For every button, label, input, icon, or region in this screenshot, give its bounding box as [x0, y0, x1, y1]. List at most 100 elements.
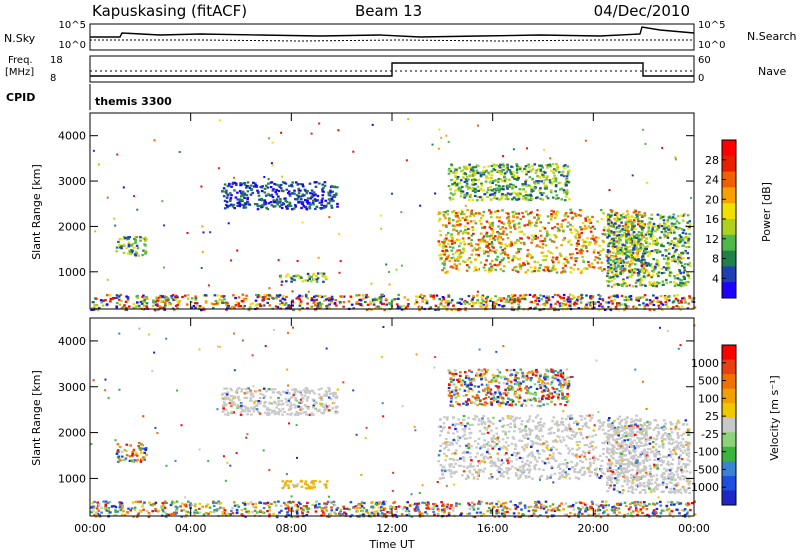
data-cell [673, 217, 677, 220]
data-cell [212, 303, 215, 306]
data-cell [115, 296, 119, 299]
data-cell [485, 250, 488, 253]
data-cell [320, 387, 323, 390]
data-cell [473, 515, 477, 518]
data-cell [618, 240, 621, 243]
data-cell [485, 231, 489, 234]
data-cell [151, 304, 155, 307]
data-cell [631, 174, 634, 177]
data-cell [549, 305, 553, 308]
data-cell [491, 222, 494, 226]
data-cell [164, 511, 167, 514]
data-cell [447, 140, 450, 143]
data-cell [284, 397, 288, 400]
data-cell [373, 298, 377, 301]
data-cell [315, 500, 318, 503]
data-cell [474, 183, 477, 186]
data-cell [533, 270, 536, 273]
data-cell [239, 182, 242, 185]
data-cell [331, 185, 334, 188]
data-cell [621, 234, 624, 237]
data-cell [438, 147, 440, 150]
data-cell [554, 183, 558, 187]
data-cell [236, 406, 239, 409]
data-cell [296, 260, 299, 262]
data-cell [132, 448, 136, 451]
data-cell [302, 411, 305, 414]
data-cell [495, 303, 498, 306]
data-cell [624, 504, 628, 508]
data-cell [688, 264, 692, 267]
data-cell [129, 444, 132, 447]
data-cell [243, 410, 246, 413]
data-cell [356, 510, 359, 513]
data-cell [675, 282, 678, 285]
data-cell [240, 513, 244, 516]
data-cell [576, 252, 579, 255]
data-cell [495, 512, 498, 515]
data-cell [611, 264, 615, 267]
data-cell [310, 132, 313, 135]
data-cell [230, 411, 233, 415]
data-cell [578, 295, 582, 298]
data-cell [656, 242, 660, 245]
data-cell [325, 509, 329, 512]
data-cell [181, 502, 184, 505]
data-cell [304, 482, 307, 485]
data-cell [346, 507, 349, 510]
data-cell [474, 189, 478, 192]
data-cell [267, 294, 271, 297]
data-cell [388, 301, 391, 305]
data-cell [679, 272, 683, 275]
data-cell [222, 195, 226, 198]
data-cell [470, 234, 474, 237]
data-cell [512, 214, 515, 217]
data-cell [267, 297, 270, 300]
data-cell [283, 298, 287, 301]
data-cell [218, 298, 222, 301]
data-cell [620, 221, 623, 224]
data-cell [320, 203, 323, 206]
data-cell [680, 228, 684, 231]
data-cell [305, 413, 308, 416]
data-cell [457, 259, 460, 262]
data-cell [506, 168, 510, 171]
data-cell [652, 268, 656, 271]
data-cell [486, 241, 490, 244]
data-cell [488, 270, 491, 273]
data-cell [311, 480, 315, 483]
data-cell [651, 302, 654, 305]
data-cell [256, 189, 259, 192]
data-cell [690, 197, 692, 199]
data-cell [139, 448, 142, 451]
data-cell [304, 295, 308, 298]
data-cell [235, 508, 239, 511]
data-cell [492, 302, 495, 306]
data-cell [682, 296, 686, 299]
data-cell [141, 503, 145, 506]
data-cell [137, 512, 140, 515]
data-cell [545, 178, 548, 181]
data-cell [545, 164, 548, 167]
data-cell [336, 202, 339, 205]
data-cell [627, 269, 631, 272]
data-cell [286, 511, 289, 514]
data-cell [323, 483, 326, 486]
data-cell [479, 240, 482, 244]
data-cell [280, 283, 283, 286]
data-cell [383, 507, 387, 510]
nsearch-tick-top: 10^5 [698, 20, 725, 31]
data-cell [564, 256, 568, 259]
data-cell [407, 510, 411, 513]
data-cell [277, 413, 280, 416]
data-cell [670, 239, 673, 242]
data-cell [240, 509, 244, 512]
data-cell [322, 186, 325, 189]
data-cell [272, 410, 275, 413]
data-cell [124, 457, 128, 460]
data-cell [185, 514, 188, 517]
data-cell [320, 207, 323, 210]
data-cell [357, 294, 361, 297]
data-cell [539, 191, 542, 195]
data-cell [654, 265, 657, 268]
